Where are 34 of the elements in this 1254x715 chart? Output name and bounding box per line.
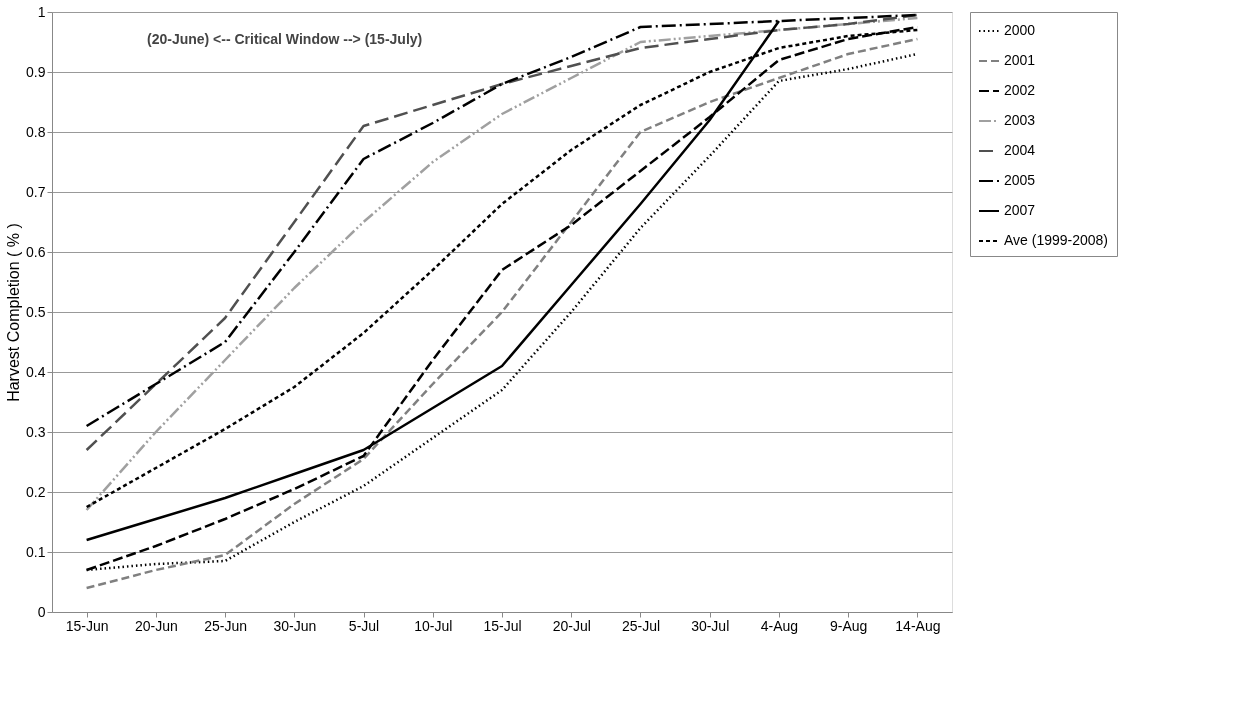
y-tick-label: 0.6 <box>26 243 46 260</box>
legend-label: 2001 <box>1004 52 1036 68</box>
legend-label: 2003 <box>1004 112 1036 128</box>
legend-label: Ave (1999-2008) <box>1004 232 1109 248</box>
y-axis-title: Harvest Completion ( % ) <box>5 223 23 402</box>
x-tick-label: 9-Aug <box>829 617 868 634</box>
x-tick-label: 30-Jun <box>273 617 317 634</box>
y-tick-label: 0.8 <box>26 123 46 140</box>
y-tick-label: 0.9 <box>26 63 46 80</box>
x-tick-label: 20-Jun <box>134 617 178 634</box>
x-tick-label: 15-Jun <box>65 617 109 634</box>
x-tick-label: 10-Jul <box>414 617 453 634</box>
y-tick-label: 0.4 <box>26 363 46 380</box>
y-tick-label: 0 <box>37 603 46 620</box>
x-tick-label: 15-Jul <box>483 617 522 634</box>
x-tick-label: 14-Aug <box>895 617 941 634</box>
y-tick-label: 0.5 <box>26 303 46 320</box>
x-tick-label: 25-Jul <box>621 617 661 634</box>
x-tick-label: 30-Jul <box>691 617 730 634</box>
x-tick-label: 5-Jul <box>348 617 380 634</box>
legend-label: 2004 <box>1004 142 1036 158</box>
legend-label: 2005 <box>1004 172 1036 188</box>
x-tick-label: 25-Jun <box>204 617 247 634</box>
annotation: (20-June) <-- Critical Window --> (15-July) <box>147 31 423 47</box>
y-tick-label: 0.1 <box>26 543 46 560</box>
legend-label: 2000 <box>1004 22 1036 38</box>
y-tick-label: 1 <box>37 3 46 20</box>
y-tick-label: 0.7 <box>26 183 46 200</box>
legend-label: 2007 <box>1004 202 1036 218</box>
y-tick-label: 0.3 <box>26 423 46 440</box>
y-tick-label: 0.2 <box>26 483 46 500</box>
legend-label: 2002 <box>1004 82 1036 98</box>
x-tick-label: 20-Jul <box>552 617 591 634</box>
x-tick-label: 4-Aug <box>760 617 799 634</box>
